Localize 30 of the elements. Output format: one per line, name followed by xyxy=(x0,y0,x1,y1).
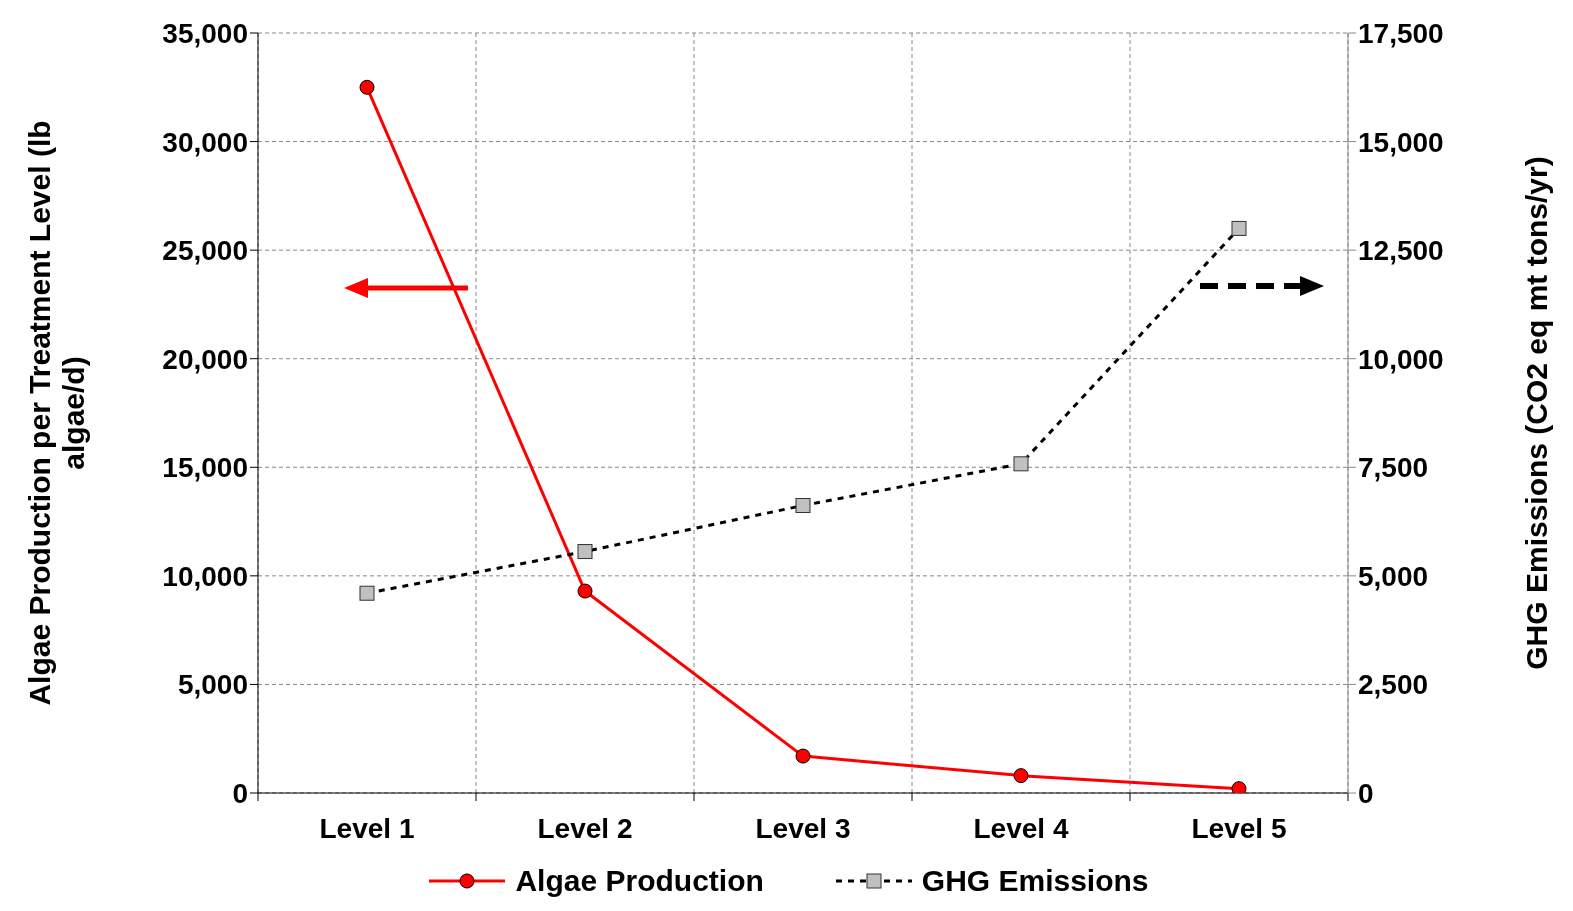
y2-tick-label: 10,000 xyxy=(1358,343,1444,375)
x-tick-label: Level 5 xyxy=(1191,812,1287,844)
y2-tick-label: 12,500 xyxy=(1358,235,1444,267)
y-tick-label: 5,000 xyxy=(177,669,248,701)
point xyxy=(795,748,811,764)
y2-tick-label: 0 xyxy=(1358,777,1374,809)
legend-label: Algae Production xyxy=(515,864,764,898)
x-tick-label: Level 1 xyxy=(319,812,415,844)
x-tick-label: Level 2 xyxy=(537,812,633,844)
y-tick-label: 25,000 xyxy=(162,235,248,267)
y-tick-label: 15,000 xyxy=(162,452,248,484)
x-tick-label: Level 3 xyxy=(755,812,851,844)
legend-label: GHG Emissions xyxy=(921,864,1149,898)
point xyxy=(359,79,375,95)
y2-tick-label: 5,000 xyxy=(1358,560,1429,592)
y2-tick-label: 17,500 xyxy=(1358,17,1444,49)
point xyxy=(577,583,593,599)
point xyxy=(1013,768,1029,784)
y-tick-label: 10,000 xyxy=(162,560,248,592)
y2-tick-label: 7,500 xyxy=(1358,452,1429,484)
point xyxy=(1231,781,1247,793)
y2-tick-label: 2,500 xyxy=(1358,669,1429,701)
y-tick-label: 30,000 xyxy=(162,126,248,158)
y-axis-title: Algae Production per Treatment Level (lb algae/d) xyxy=(23,120,90,706)
y-tick-label: 0 xyxy=(232,777,248,809)
x-tick-label: Level 4 xyxy=(973,812,1069,844)
y2-tick-label: 15,000 xyxy=(1358,126,1444,158)
y-tick-label: 35,000 xyxy=(162,17,248,49)
y2-axis-title: GHG Emissions (CO2 eq mt tons/yr) xyxy=(1519,156,1553,670)
y-tick-label: 20,000 xyxy=(162,343,248,375)
